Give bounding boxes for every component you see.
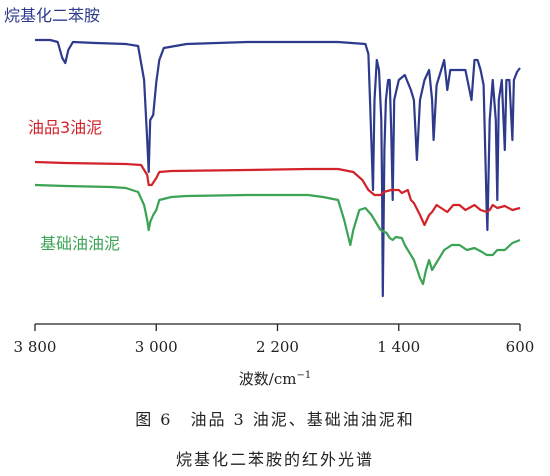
- tick-layer: 3 800 3 000 2 200 1 400 600: [14, 324, 535, 356]
- caption-line-2: 烷基化二苯胺的红外光谱: [175, 450, 374, 469]
- series-label-alkylated-diphenylamine: 烷基化二苯胺: [4, 6, 101, 25]
- x-tick-label: 1 400: [377, 338, 420, 356]
- x-axis-title-superscript: −1: [296, 370, 312, 381]
- series-line-1: [34, 160, 521, 227]
- series-line-0: [35, 38, 521, 298]
- spectrum-plot: 3 800 3 000 2 200 1 400 600: [14, 38, 535, 356]
- x-tick-label: 3 800: [14, 338, 57, 356]
- caption-line-1: 图 6 油品 3 油泥、基础油油泥和: [135, 410, 415, 429]
- x-axis-title: 波数/cm−1: [0, 368, 550, 389]
- x-tick-label: 600: [506, 338, 535, 356]
- x-tick-label: 3 000: [135, 338, 178, 356]
- series-label-base-oil-sludge: 基础油油泥: [40, 234, 121, 253]
- x-axis-title-text: 波数/cm: [238, 370, 297, 388]
- x-tick-label: 2 200: [256, 338, 299, 356]
- series-label-oil3-sludge: 油品3油泥: [28, 118, 103, 137]
- series-line-2: [34, 183, 521, 286]
- series-layer: [34, 38, 521, 298]
